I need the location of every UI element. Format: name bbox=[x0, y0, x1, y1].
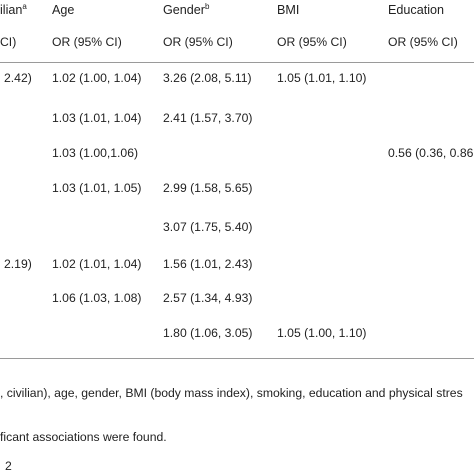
footnote: ficant associations were found. bbox=[0, 430, 167, 444]
footnote: 2 bbox=[5, 459, 12, 473]
table-cell: 2.19) bbox=[4, 257, 32, 271]
column-subheader: OR (95% CI) bbox=[388, 35, 458, 49]
table-cell: 1.03 (1.01, 1.05) bbox=[52, 181, 142, 195]
table-cell: 1.80 (1.06, 3.05) bbox=[163, 326, 253, 340]
table-cell: 2.42) bbox=[4, 71, 32, 85]
column-subheader: OR (95% CI) bbox=[277, 35, 347, 49]
footnote: , civilian), age, gender, BMI (body mass… bbox=[0, 386, 463, 400]
bottom-rule bbox=[0, 358, 474, 359]
table-cell: 1.03 (1.00,1.06) bbox=[52, 146, 139, 160]
table-cell: 1.03 (1.01, 1.04) bbox=[52, 111, 142, 125]
header-footnote-mark: a bbox=[22, 2, 27, 11]
column-header: iliana bbox=[0, 2, 27, 18]
header-footnote-mark: b bbox=[205, 2, 210, 11]
table-cell: 1.02 (1.00, 1.04) bbox=[52, 71, 142, 85]
table-cell: 0.56 (0.36, 0.86 bbox=[388, 146, 474, 160]
column-header: Age bbox=[52, 3, 75, 17]
table-cell: 1.05 (1.01, 1.10) bbox=[277, 71, 367, 85]
table-cell: 1.56 (1.01, 2.43) bbox=[163, 257, 253, 271]
table-cell: 1.05 (1.00, 1.10) bbox=[277, 326, 367, 340]
table-cell: 2.57 (1.34, 4.93) bbox=[163, 291, 253, 305]
table-cell: 3.26 (2.08, 5.11) bbox=[163, 71, 252, 85]
column-subheader: OR (95% CI) bbox=[52, 35, 122, 49]
column-header: BMI bbox=[277, 3, 300, 17]
table-cell: 1.02 (1.01, 1.04) bbox=[52, 257, 142, 271]
table-cell: 1.06 (1.03, 1.08) bbox=[52, 291, 142, 305]
table-cell: 2.99 (1.58, 5.65) bbox=[163, 181, 253, 195]
column-header: Education bbox=[388, 3, 445, 17]
column-subheader: OR (95% CI) bbox=[163, 35, 233, 49]
table-cell: 2.41 (1.57, 3.70) bbox=[163, 111, 253, 125]
column-subheader: CI) bbox=[0, 35, 17, 49]
header-rule bbox=[0, 62, 474, 63]
column-header: Genderb bbox=[163, 2, 210, 18]
table-cell: 3.07 (1.75, 5.40) bbox=[163, 220, 253, 234]
